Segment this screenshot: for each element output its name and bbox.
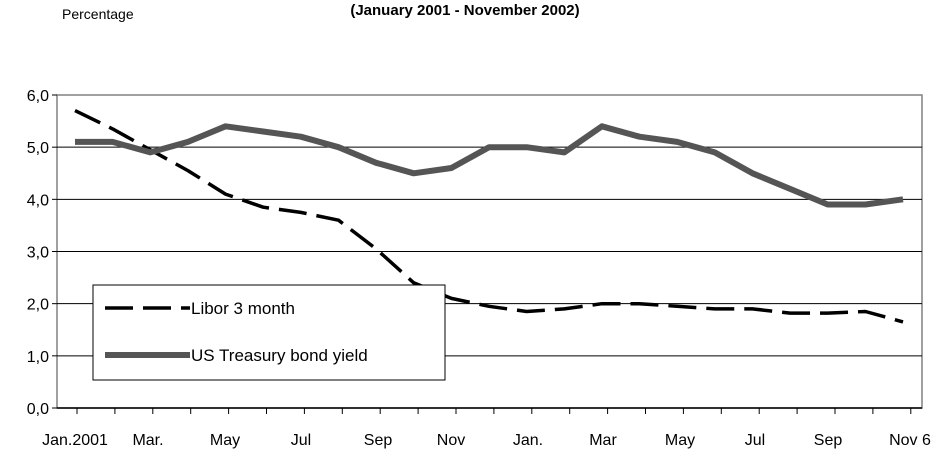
- y-tick-label: 1,0: [27, 349, 49, 366]
- x-tick-label: Jan.: [513, 432, 543, 449]
- chart-title: (January 2001 - November 2002): [350, 2, 580, 19]
- x-tick-label: Mar: [589, 432, 617, 449]
- x-tick-label: Sep: [814, 432, 843, 449]
- y-axis-label: Percentage: [62, 6, 134, 22]
- x-tick-label: Sep: [364, 432, 393, 449]
- legend: [92, 284, 446, 381]
- legend-label: US Treasury bond yield: [191, 346, 368, 365]
- y-tick-label: 2,0: [27, 297, 49, 314]
- series-line-libor: [74, 109, 904, 324]
- x-tick-label: Nov 6: [889, 432, 931, 449]
- x-tick-label: Jul: [745, 432, 765, 449]
- x-tick-label: Nov: [437, 432, 465, 449]
- x-tick-label: May: [665, 432, 695, 449]
- y-tick-label: 4,0: [27, 192, 49, 209]
- x-tick-label: May: [210, 432, 240, 449]
- y-tick-label: 3,0: [27, 245, 49, 262]
- y-tick-label: 5,0: [27, 140, 49, 157]
- legend-label: Libor 3 month: [191, 299, 295, 318]
- x-tick-label: Mar.: [132, 432, 163, 449]
- series-line-treasury: [75, 123, 904, 208]
- y-tick-label: 6,0: [27, 88, 49, 105]
- x-tick-label: Jan.2001: [42, 432, 108, 449]
- x-tick-label: Jul: [291, 432, 311, 449]
- y-tick-label: 0,0: [27, 401, 49, 418]
